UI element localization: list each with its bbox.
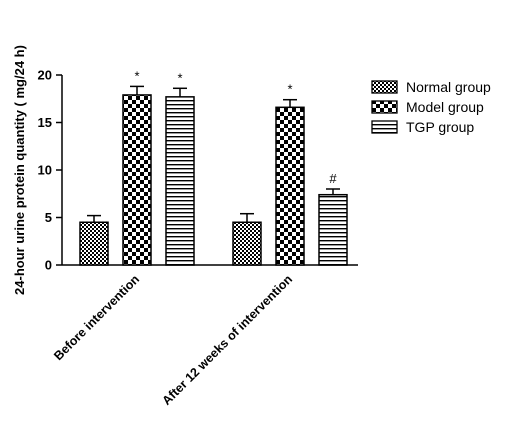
legend-label: Model group xyxy=(406,99,484,115)
legend-label: TGP group xyxy=(406,119,474,135)
y-tick-label: 10 xyxy=(38,163,52,178)
significance-marker: * xyxy=(287,82,292,97)
legend: Normal group Model group TGP group xyxy=(371,79,491,135)
legend-swatch xyxy=(371,120,398,134)
y-tick-label: 20 xyxy=(38,68,52,83)
y-tick-label: 5 xyxy=(45,210,52,225)
y-axis-label-group: 24-hour urine protein quantity ( mg/24 h… xyxy=(12,45,27,295)
bars: * * * # xyxy=(79,68,348,266)
y-tick-label: 15 xyxy=(38,115,52,130)
y-ticks: 0 5 10 15 20 xyxy=(38,68,62,273)
y-axis-label: 24-hour urine protein quantity ( mg/24 h… xyxy=(12,45,27,295)
bar xyxy=(122,94,152,266)
legend-swatch xyxy=(371,100,398,114)
bar xyxy=(79,221,109,266)
legend-label: Normal group xyxy=(406,79,491,95)
x-category-label: After 12 weeks of intervention xyxy=(159,272,295,408)
bar xyxy=(275,106,305,266)
significance-marker: * xyxy=(134,68,139,83)
legend-swatch xyxy=(371,80,398,94)
x-category-label: Before intervention xyxy=(51,272,142,363)
category-labels: Before intervention After 12 weeks of int… xyxy=(51,272,295,408)
significance-marker: * xyxy=(177,70,182,85)
bar xyxy=(318,193,348,266)
bar xyxy=(165,96,195,266)
y-tick-label: 0 xyxy=(45,258,52,273)
bar xyxy=(232,221,262,266)
significance-marker: # xyxy=(329,171,337,186)
